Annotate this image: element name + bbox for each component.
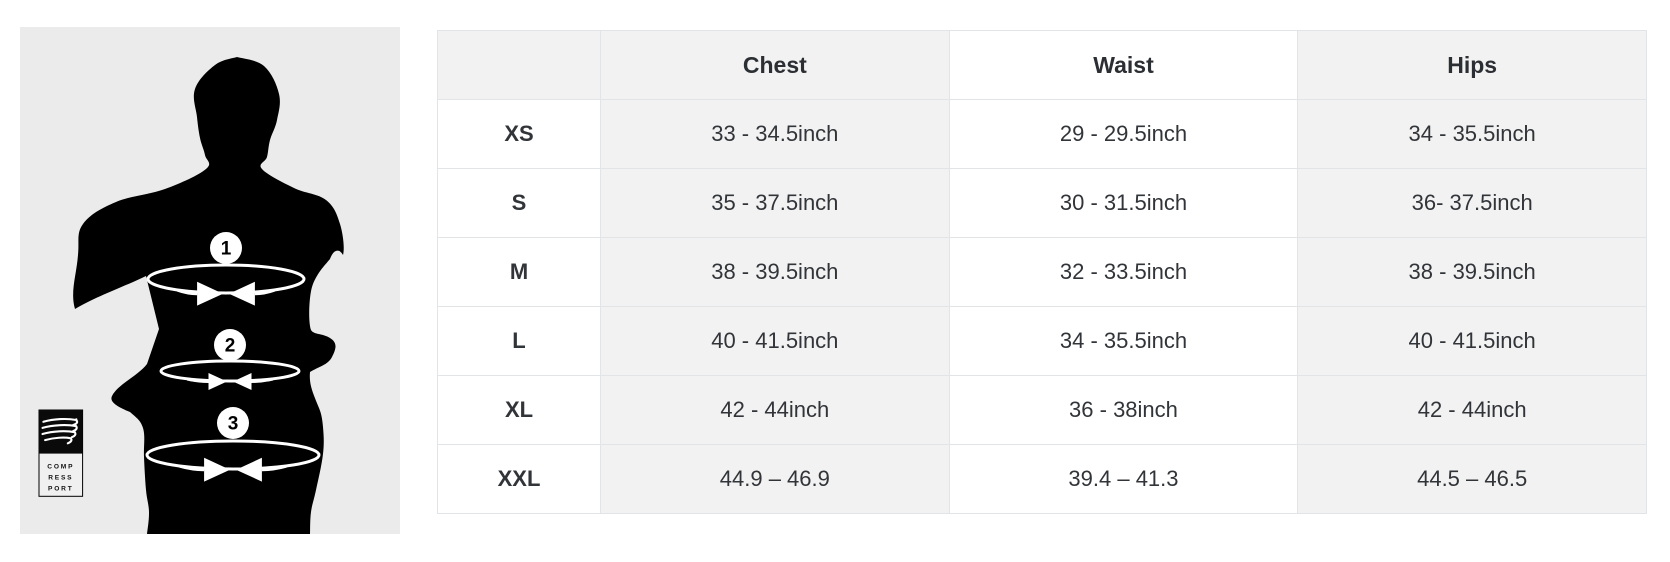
svg-text:PORT: PORT (48, 486, 74, 493)
svg-text:2: 2 (225, 336, 236, 357)
svg-text:RESS: RESS (48, 475, 73, 482)
svg-text:COMP: COMP (47, 464, 74, 471)
svg-text:3: 3 (228, 414, 239, 435)
svg-text:1: 1 (221, 239, 232, 260)
